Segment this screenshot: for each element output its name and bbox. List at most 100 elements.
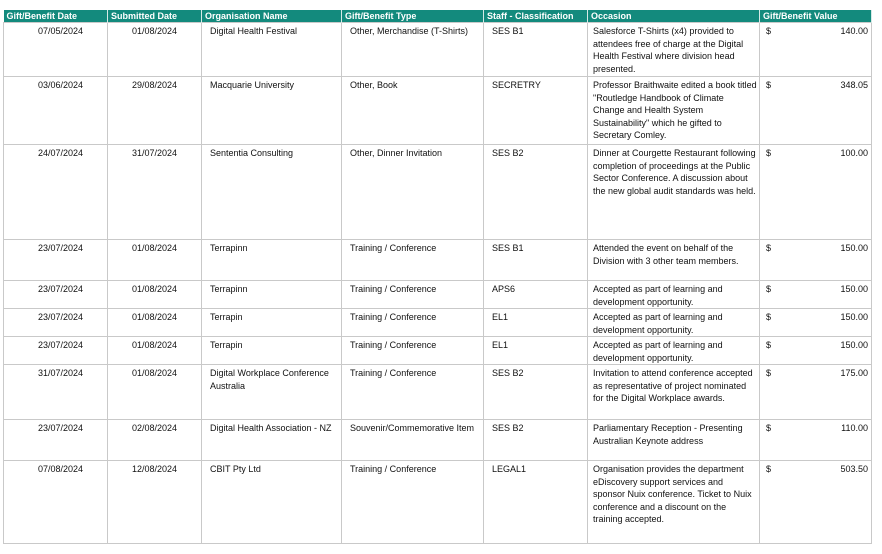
cell-value[interactable]: $150.00 xyxy=(759,280,872,309)
value-amount: 150.00 xyxy=(840,284,868,294)
cell-organisation[interactable]: Digital Health Association - NZ xyxy=(201,419,342,461)
cell-classification[interactable]: SES B1 xyxy=(483,239,588,281)
cell-occasion[interactable]: Organisation provides the department eDi… xyxy=(587,460,760,544)
cell-gift-date[interactable]: 31/07/2024 xyxy=(3,364,108,420)
cell-classification[interactable]: SES B1 xyxy=(483,22,588,77)
cell-classification[interactable]: EL1 xyxy=(483,336,588,365)
cell-type[interactable]: Other, Dinner Invitation xyxy=(341,144,484,240)
cell-gift-date[interactable]: 23/07/2024 xyxy=(3,308,108,337)
cell-organisation[interactable]: Macquarie University xyxy=(201,76,342,145)
table-row: 23/07/2024 01/08/2024 Terrapin Training … xyxy=(3,336,872,365)
cell-organisation[interactable]: Terrapin xyxy=(201,336,342,365)
cell-classification[interactable]: APS6 xyxy=(483,280,588,309)
cell-gift-date[interactable]: 23/07/2024 xyxy=(3,336,108,365)
cell-submitted-date[interactable]: 12/08/2024 xyxy=(107,460,202,544)
cell-value[interactable]: $150.00 xyxy=(759,239,872,281)
cell-type[interactable]: Training / Conference xyxy=(341,460,484,544)
table-row: 23/07/2024 01/08/2024 Terrapinn Training… xyxy=(3,239,872,281)
cell-gift-date[interactable]: 07/05/2024 xyxy=(3,22,108,77)
cell-type[interactable]: Training / Conference xyxy=(341,336,484,365)
currency-symbol: $ xyxy=(766,243,772,253)
cell-submitted-date[interactable]: 01/08/2024 xyxy=(107,308,202,337)
cell-gift-date[interactable]: 23/07/2024 xyxy=(3,239,108,281)
cell-organisation[interactable]: Sententia Consulting xyxy=(201,144,342,240)
currency-symbol: $ xyxy=(766,423,772,433)
cell-value[interactable]: $140.00 xyxy=(759,22,872,77)
header-staff-classification[interactable]: Staff - Classification xyxy=(483,10,588,23)
cell-value[interactable]: $503.50 xyxy=(759,460,872,544)
cell-occasion[interactable]: Parliamentary Reception - Presenting Aus… xyxy=(587,419,760,461)
value-amount: 150.00 xyxy=(840,243,868,253)
cell-value[interactable]: $100.00 xyxy=(759,144,872,240)
cell-submitted-date[interactable]: 01/08/2024 xyxy=(107,336,202,365)
header-gift-value[interactable]: Gift/Benefit Value xyxy=(759,10,872,23)
table-row: 03/06/2024 29/08/2024 Macquarie Universi… xyxy=(3,76,872,145)
currency-symbol: $ xyxy=(766,284,772,294)
cell-submitted-date[interactable]: 01/08/2024 xyxy=(107,364,202,420)
cell-occasion[interactable]: Professor Braithwaite edited a book titl… xyxy=(587,76,760,145)
cell-submitted-date[interactable]: 01/08/2024 xyxy=(107,239,202,281)
header-organisation-name[interactable]: Organisation Name xyxy=(201,10,342,23)
cell-gift-date[interactable]: 03/06/2024 xyxy=(3,76,108,145)
cell-type[interactable]: Training / Conference xyxy=(341,308,484,337)
value-amount: 110.00 xyxy=(841,423,868,433)
cell-type[interactable]: Other, Book xyxy=(341,76,484,145)
cell-occasion[interactable]: Accepted as part of learning and develop… xyxy=(587,308,760,337)
cell-gift-date[interactable]: 23/07/2024 xyxy=(3,419,108,461)
cell-occasion[interactable]: Accepted as part of learning and develop… xyxy=(587,336,760,365)
cell-type[interactable]: Souvenir/Commemorative Item xyxy=(341,419,484,461)
header-gift-date[interactable]: Gift/Benefit Date xyxy=(3,10,108,23)
table-row: 24/07/2024 31/07/2024 Sententia Consulti… xyxy=(3,144,872,240)
header-gift-type[interactable]: Gift/Benefit Type xyxy=(341,10,484,23)
cell-classification[interactable]: SES B2 xyxy=(483,364,588,420)
table-row: 31/07/2024 01/08/2024 Digital Workplace … xyxy=(3,364,872,420)
cell-classification[interactable]: LEGAL1 xyxy=(483,460,588,544)
cell-classification[interactable]: SES B2 xyxy=(483,419,588,461)
currency-symbol: $ xyxy=(766,340,772,350)
cell-classification[interactable]: SES B2 xyxy=(483,144,588,240)
value-amount: 503.50 xyxy=(840,464,868,474)
cell-value[interactable]: $150.00 xyxy=(759,308,872,337)
cell-organisation[interactable]: Terrapinn xyxy=(201,280,342,309)
cell-classification[interactable]: SECRETRY xyxy=(483,76,588,145)
cell-value[interactable]: $110.00 xyxy=(759,419,872,461)
cell-submitted-date[interactable]: 02/08/2024 xyxy=(107,419,202,461)
cell-submitted-date[interactable]: 01/08/2024 xyxy=(107,280,202,309)
header-occasion[interactable]: Occasion xyxy=(587,10,760,23)
currency-symbol: $ xyxy=(766,368,772,378)
header-row: Gift/Benefit Date Submitted Date Organis… xyxy=(3,10,872,23)
currency-symbol: $ xyxy=(766,26,772,36)
value-amount: 150.00 xyxy=(840,312,868,322)
gifts-register-table: Gift/Benefit Date Submitted Date Organis… xyxy=(3,10,872,544)
cell-occasion[interactable]: Invitation to attend conference accepted… xyxy=(587,364,760,420)
cell-type[interactable]: Other, Merchandise (T-Shirts) xyxy=(341,22,484,77)
cell-organisation[interactable]: Terrapinn xyxy=(201,239,342,281)
cell-type[interactable]: Training / Conference xyxy=(341,239,484,281)
cell-gift-date[interactable]: 23/07/2024 xyxy=(3,280,108,309)
cell-organisation[interactable]: Digital Health Festival xyxy=(201,22,342,77)
cell-type[interactable]: Training / Conference xyxy=(341,280,484,309)
cell-occasion[interactable]: Attended the event on behalf of the Divi… xyxy=(587,239,760,281)
cell-value[interactable]: $175.00 xyxy=(759,364,872,420)
cell-submitted-date[interactable]: 01/08/2024 xyxy=(107,22,202,77)
cell-occasion[interactable]: Salesforce T-Shirts (x4) provided to att… xyxy=(587,22,760,77)
currency-symbol: $ xyxy=(766,464,772,474)
currency-symbol: $ xyxy=(766,312,772,322)
cell-organisation[interactable]: CBIT Pty Ltd xyxy=(201,460,342,544)
header-submitted-date[interactable]: Submitted Date xyxy=(107,10,202,23)
cell-gift-date[interactable]: 07/08/2024 xyxy=(3,460,108,544)
cell-occasion[interactable]: Dinner at Courgette Restaurant following… xyxy=(587,144,760,240)
cell-value[interactable]: $150.00 xyxy=(759,336,872,365)
currency-symbol: $ xyxy=(766,148,772,158)
table-row: 07/08/2024 12/08/2024 CBIT Pty Ltd Train… xyxy=(3,460,872,544)
currency-symbol: $ xyxy=(766,80,772,90)
cell-type[interactable]: Training / Conference xyxy=(341,364,484,420)
cell-organisation[interactable]: Digital Workplace Conference Australia xyxy=(201,364,342,420)
cell-value[interactable]: $348.05 xyxy=(759,76,872,145)
cell-occasion[interactable]: Accepted as part of learning and develop… xyxy=(587,280,760,309)
cell-classification[interactable]: EL1 xyxy=(483,308,588,337)
cell-submitted-date[interactable]: 29/08/2024 xyxy=(107,76,202,145)
cell-organisation[interactable]: Terrapin xyxy=(201,308,342,337)
cell-gift-date[interactable]: 24/07/2024 xyxy=(3,144,108,240)
cell-submitted-date[interactable]: 31/07/2024 xyxy=(107,144,202,240)
